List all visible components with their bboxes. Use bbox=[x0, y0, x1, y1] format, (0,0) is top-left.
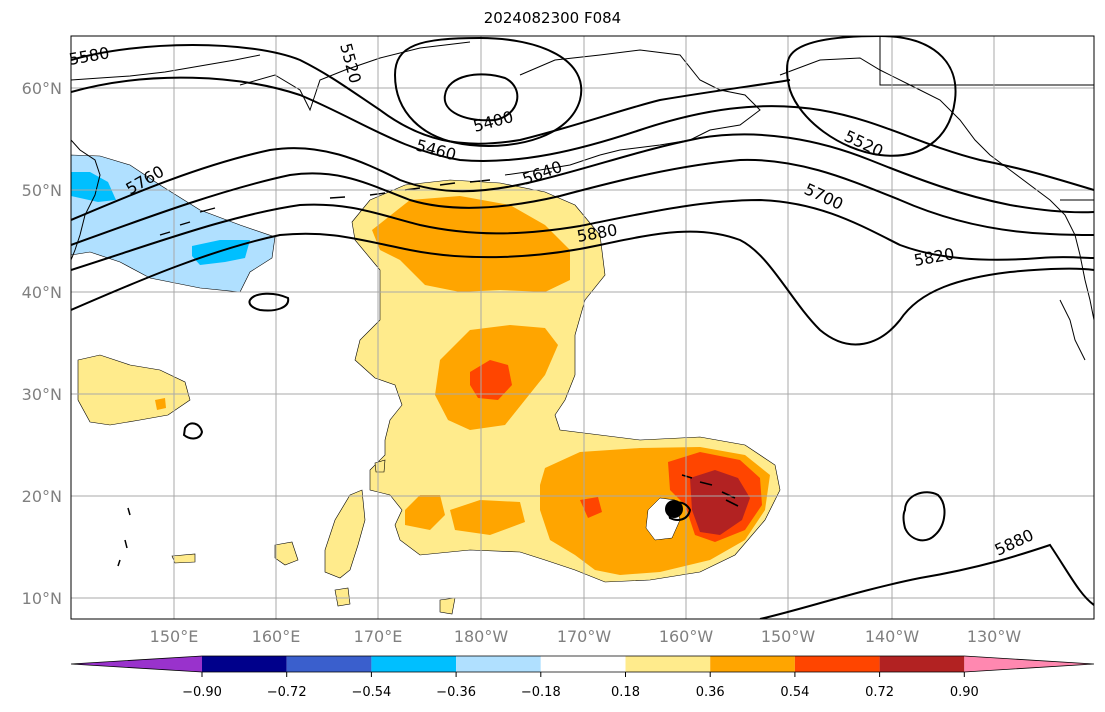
alaska-coast bbox=[519, 49, 761, 156]
strong-negative-region bbox=[71, 172, 116, 202]
lat-label: 30°N bbox=[22, 385, 62, 404]
contour-line bbox=[393, 36, 583, 147]
contour-line bbox=[902, 491, 946, 542]
lon-label: 140°W bbox=[865, 627, 920, 646]
moderate-positive-region bbox=[372, 196, 570, 292]
colorbar-segment bbox=[964, 656, 1094, 672]
kamchatka-coast bbox=[71, 139, 101, 261]
positive-anomaly-region bbox=[334, 587, 351, 607]
contour-line bbox=[443, 73, 519, 122]
moderate-positive-region bbox=[405, 495, 445, 530]
colorbar-tick-label: −0.72 bbox=[267, 685, 307, 700]
lat-label: 10°N bbox=[22, 589, 62, 608]
colorbar-tick-label: 0.18 bbox=[611, 685, 640, 700]
contour-line bbox=[71, 198, 1094, 271]
contour-line bbox=[71, 44, 791, 145]
colorbar-segment bbox=[540, 656, 626, 672]
colorbar-segment bbox=[71, 656, 202, 672]
lon-label: 180°W bbox=[454, 627, 509, 646]
colorbar-tick-label: −0.36 bbox=[436, 685, 476, 700]
moderate-positive-region bbox=[155, 398, 166, 410]
graticule bbox=[71, 36, 1094, 619]
lat-label: 40°N bbox=[22, 283, 62, 302]
us-west-coast bbox=[1059, 299, 1086, 361]
chukotka-coast bbox=[239, 41, 471, 112]
longitude-labels: 150°E 160°E 170°E 180°W 170°W 160°W 150°… bbox=[150, 627, 1022, 646]
mariana-islands bbox=[117, 507, 131, 567]
height-contours bbox=[71, 36, 1094, 619]
colorbar-segment bbox=[625, 656, 711, 672]
canada-coast bbox=[779, 57, 1094, 321]
canada-border bbox=[879, 36, 1094, 201]
colorbar-segment bbox=[202, 656, 287, 672]
positive-anomaly-region bbox=[324, 489, 366, 579]
contour-line bbox=[71, 230, 1094, 346]
colorbar-tick-label: 0.72 bbox=[865, 685, 894, 700]
colorbar-tick-label: −0.18 bbox=[521, 685, 561, 700]
lat-label: 50°N bbox=[22, 181, 62, 200]
commander-islands bbox=[159, 207, 216, 236]
colorbar-segment bbox=[710, 656, 795, 672]
coastlines bbox=[71, 36, 1094, 567]
siberia-coast bbox=[71, 54, 261, 81]
colorbar-tick-label: −0.90 bbox=[182, 685, 222, 700]
alaska-peninsula bbox=[504, 154, 601, 176]
high-positive-region bbox=[580, 497, 602, 518]
very-high-positive-region bbox=[690, 470, 750, 535]
hawaii-marker bbox=[665, 500, 683, 518]
hawaii-islands bbox=[681, 474, 739, 507]
lon-label: 160°E bbox=[252, 627, 301, 646]
lat-label: 20°N bbox=[22, 487, 62, 506]
lon-label: 160°W bbox=[659, 627, 714, 646]
contour-line bbox=[182, 422, 204, 440]
lat-label: 60°N bbox=[22, 79, 62, 98]
contour-line bbox=[71, 158, 1094, 246]
anomaly-shading bbox=[71, 154, 781, 615]
colorbar-segment bbox=[879, 656, 965, 672]
positive-anomaly-region bbox=[439, 597, 456, 615]
contour-line bbox=[71, 76, 1094, 191]
positive-anomaly-region bbox=[274, 541, 299, 566]
contour-line bbox=[248, 292, 290, 312]
colorbar-tick-label: 0.90 bbox=[950, 685, 979, 700]
colorbar: −0.90 −0.72 −0.54 −0.36 −0.18 0.18 0.36 … bbox=[70, 655, 1095, 700]
lon-label: 150°E bbox=[150, 627, 199, 646]
contour-line bbox=[759, 543, 1094, 619]
aleutian-chain bbox=[329, 179, 491, 199]
colorbar-tick-label: −0.54 bbox=[351, 685, 391, 700]
latitude-labels: 60°N 50°N 40°N 30°N 20°N 10°N bbox=[22, 79, 62, 608]
colorbar-tick-label: 0.54 bbox=[780, 685, 809, 700]
contour-line bbox=[71, 133, 1094, 221]
map-title: 2024082300 F084 bbox=[483, 9, 622, 27]
colorbar-segment bbox=[794, 656, 880, 672]
colorbar-segment bbox=[286, 656, 372, 672]
moderate-positive-region bbox=[450, 500, 525, 535]
colorbar-segment bbox=[371, 656, 457, 672]
colorbar-segment bbox=[456, 656, 541, 672]
lon-label: 170°E bbox=[354, 627, 403, 646]
lon-label: 130°W bbox=[967, 627, 1022, 646]
map-frame bbox=[70, 35, 1095, 620]
lon-label: 170°W bbox=[557, 627, 612, 646]
lon-label: 150°W bbox=[761, 627, 816, 646]
colorbar-tick-label: 0.36 bbox=[696, 685, 725, 700]
